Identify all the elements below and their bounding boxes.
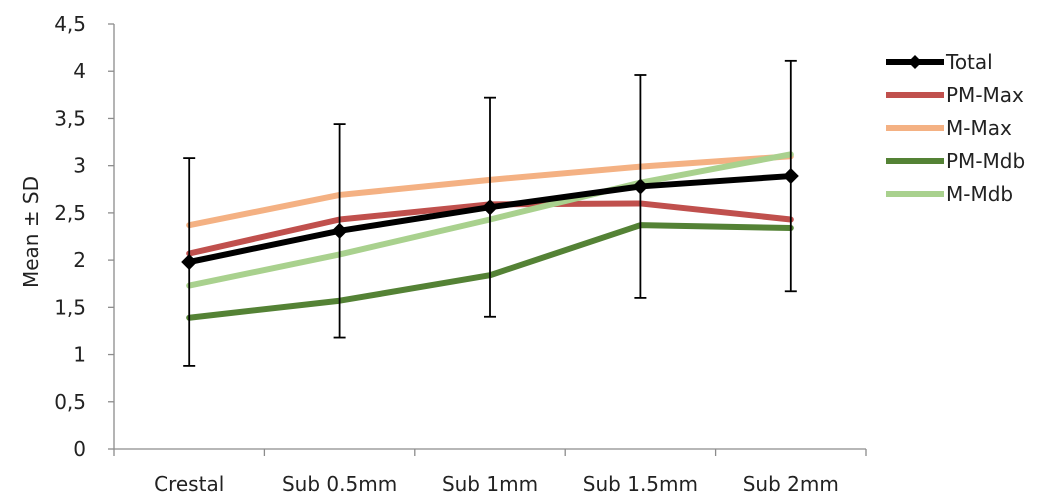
x-tick-label: Sub 0.5mm <box>282 472 397 496</box>
legend-label: M-Mdb <box>946 182 1013 206</box>
y-tick-label: 0 <box>73 437 86 461</box>
data-point-marker <box>632 178 649 195</box>
series-layer <box>181 59 799 367</box>
data-point-marker <box>181 254 198 270</box>
y-tick-label: 4,5 <box>54 12 86 36</box>
legend-marker <box>908 55 922 69</box>
y-tick-label: 2 <box>73 248 86 272</box>
legend-label: PM-Mdb <box>946 149 1025 173</box>
data-point-marker <box>482 199 498 216</box>
y-tick-label: 1 <box>73 343 86 367</box>
y-tick-label: 2,5 <box>54 201 86 225</box>
y-tick-label: 4 <box>73 59 86 83</box>
y-tick-label: 3 <box>73 154 86 178</box>
legend: Total PM-Max M-Max PM-Mdb M-Mdb <box>886 50 1025 206</box>
legend-label: M-Max <box>946 116 1012 140</box>
x-tick-label: Sub 2mm <box>743 472 839 496</box>
legend-label: PM-Max <box>946 83 1024 107</box>
y-tick-label: 1,5 <box>54 295 86 319</box>
axes: 0 0,5 1 1,5 2 2,5 3 3,5 4 4,5 Crestal Sub 0.5mm Sub … <box>54 12 867 496</box>
y-axis-title: Mean ± SD <box>19 176 43 288</box>
legend-label: Total <box>945 50 993 74</box>
series-total <box>181 59 799 367</box>
x-tick-label: Crestal <box>154 472 224 496</box>
data-point-marker <box>331 222 348 239</box>
data-point-marker <box>782 168 799 185</box>
x-tick-label: Sub 1.5mm <box>583 472 698 496</box>
y-tick-label: 3,5 <box>54 106 86 130</box>
y-tick-label: 0,5 <box>54 390 86 414</box>
x-tick-label: Sub 1mm <box>442 472 538 496</box>
